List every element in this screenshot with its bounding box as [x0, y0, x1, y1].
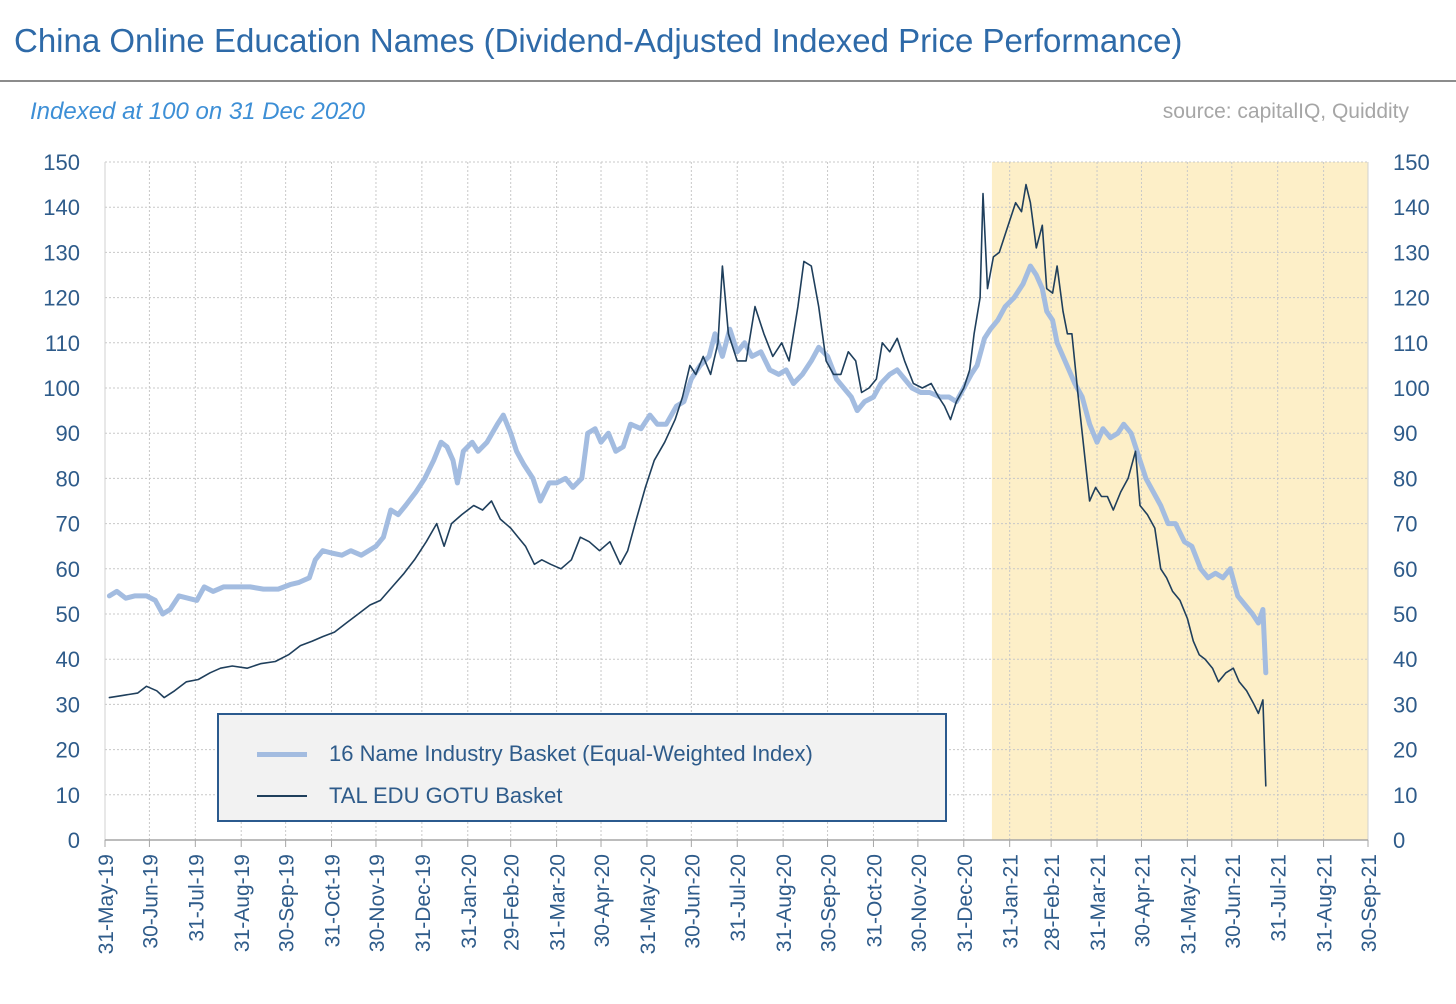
y-tick-label-left: 150: [43, 150, 80, 175]
x-tick-label: 30-Jun-19: [139, 854, 162, 949]
y-tick-label-left: 130: [43, 240, 80, 265]
y-tick-label-right: 0: [1393, 828, 1405, 853]
y-tick-label-left: 80: [56, 466, 80, 491]
y-tick-label-right: 110: [1393, 331, 1428, 356]
series-line-industry-basket: [106, 263, 1269, 676]
y-tick-label-left: 60: [56, 557, 80, 582]
x-tick-label: 30-Nov-20: [908, 854, 931, 952]
axes: [104, 162, 1369, 847]
chart-subtitle: Indexed at 100 on 31 Dec 2020: [30, 98, 365, 125]
x-tick-label: 30-Sep-19: [276, 854, 299, 952]
x-tick-label: 30-Apr-21: [1131, 854, 1154, 947]
y-tick-label-right: 120: [1393, 286, 1430, 311]
x-tick-label: 31-May-19: [95, 854, 118, 954]
y-tick-label-left: 10: [56, 783, 80, 808]
y-tick-label-left: 90: [56, 421, 80, 446]
x-tick-label: 31-May-21: [1177, 854, 1200, 954]
x-tick-label: 31-Dec-20: [954, 854, 977, 952]
x-tick-label: 31-Aug-21: [1314, 854, 1337, 952]
x-tick-label: 31-Aug-19: [231, 854, 254, 952]
x-tick-label: 31-Oct-20: [863, 854, 886, 947]
y-tick-label-left: 100: [43, 376, 80, 401]
x-tick-label: 31-Jan-21: [1000, 854, 1023, 949]
legend-item-tal: TAL EDU GOTU Basket: [257, 781, 563, 811]
y-tick-label-left: 30: [56, 692, 80, 717]
y-tick-label-right: 130: [1393, 240, 1430, 265]
y-tick-label-right: 80: [1393, 466, 1417, 491]
x-tick-label: 30-Apr-20: [591, 854, 614, 947]
x-tick-label: 29-Feb-20: [501, 854, 524, 951]
highlight-region-group: [991, 162, 1368, 840]
x-tick-label: 31-Jul-21: [1268, 854, 1291, 942]
series-line-tal-edu-gotu: [108, 183, 1267, 787]
y-tick-label-right: 20: [1393, 738, 1417, 763]
y-tick-label-right: 30: [1393, 692, 1417, 717]
x-tick-label: 31-Jul-19: [185, 854, 208, 942]
source-note: source: capitalIQ, Quiddity: [1162, 100, 1409, 123]
x-tick-label: 30-Sep-20: [818, 854, 841, 952]
y-tick-label-left: 0: [68, 828, 80, 853]
legend-swatch-tal: [257, 795, 307, 797]
legend-label-basket: 16 Name Industry Basket (Equal-Weighted …: [329, 741, 813, 766]
chart-legend: 16 Name Industry Basket (Equal-Weighted …: [217, 713, 947, 822]
highlight-region: [991, 162, 1368, 840]
chart-title: China Online Education Names (Dividend-A…: [14, 22, 1183, 59]
x-tick-label: 31-Mar-21: [1087, 854, 1110, 951]
y-tick-label-right: 40: [1393, 647, 1417, 672]
x-tick-label: 30-Sep-21: [1358, 854, 1381, 952]
y-tick-label-right: 60: [1393, 557, 1417, 582]
series-group: [106, 183, 1269, 787]
y-tick-label-left: 70: [56, 512, 80, 537]
y-tick-label-left: 20: [56, 738, 80, 763]
y-tick-label-right: 70: [1393, 512, 1417, 537]
x-tick-label: 31-Dec-19: [412, 854, 435, 952]
y-tick-label-right: 140: [1393, 195, 1430, 220]
y-tick-label-right: 90: [1393, 421, 1417, 446]
y-tick-label-right: 10: [1393, 783, 1417, 808]
x-tick-label: 30-Nov-19: [366, 854, 389, 952]
title-divider: [0, 80, 1456, 82]
x-tick-label: 30-Jun-20: [681, 854, 704, 949]
y-tick-label-left: 140: [43, 195, 80, 220]
legend-swatch-basket: [257, 751, 307, 757]
y-tick-label-left: 50: [56, 602, 80, 627]
x-tick-label: 31-Jul-20: [727, 854, 750, 942]
y-tick-label-right: 100: [1393, 376, 1430, 401]
x-tick-label: 30-Jun-21: [1222, 854, 1245, 949]
x-tick-label: 31-Jan-20: [458, 854, 481, 949]
x-tick-label: 31-Mar-20: [547, 854, 570, 951]
y-tick-label-right: 50: [1393, 602, 1417, 627]
y-tick-label-left: 110: [45, 331, 80, 356]
x-tick-label: 31-Oct-19: [322, 854, 345, 947]
legend-label-tal: TAL EDU GOTU Basket: [329, 783, 563, 808]
legend-item-basket: 16 Name Industry Basket (Equal-Weighted …: [257, 739, 813, 769]
y-tick-label-left: 40: [56, 647, 80, 672]
x-tick-label: 31-May-20: [637, 854, 660, 954]
x-tick-label: 31-Aug-20: [773, 854, 796, 952]
tick-labels: 0 0 10 10 20 20 30 30 40 40 50 50 60 60 70 70 80 80 90 90 10…: [43, 150, 1429, 954]
y-tick-label-right: 150: [1393, 150, 1430, 175]
x-tick-label: 28-Feb-21: [1041, 854, 1064, 951]
y-tick-label-left: 120: [43, 286, 80, 311]
